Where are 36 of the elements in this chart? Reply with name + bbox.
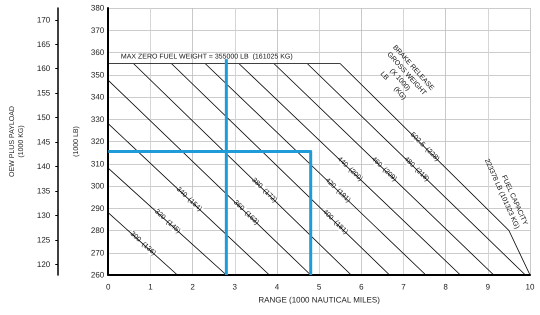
y-tick-label: 260 (90, 270, 105, 280)
x-tick-label: 0 (106, 282, 112, 292)
y-tick-label: 270 (90, 248, 105, 258)
y-tick-label: 320 (90, 137, 105, 146)
y2-tick-label: 145 (36, 138, 51, 147)
x-tick-label: 9 (486, 282, 491, 292)
y2-tick-label: 150 (36, 113, 51, 122)
y-tick-label: 370 (90, 26, 105, 35)
y2-tick-label: 120 (36, 260, 51, 270)
y2-tick-label: 135 (36, 186, 51, 196)
x-tick-label: 6 (359, 282, 364, 292)
x-tick-label: 7 (401, 282, 406, 292)
y2-tick-label: 130 (36, 211, 51, 220)
x-tick-label: 8 (443, 282, 448, 292)
y-tick-label: 310 (90, 159, 105, 168)
y-tick-label: 340 (90, 92, 105, 102)
x-tick-label: 10 (526, 282, 535, 292)
x-axis-title: RANGE (1000 NAUTICAL MILES) (258, 295, 380, 304)
y2-tick-label: 140 (36, 162, 51, 172)
y-tick-label: 330 (90, 114, 105, 124)
x-tick-label: 1 (148, 282, 154, 292)
x-tick-label: 2 (190, 282, 196, 292)
y2-tick-label: 165 (36, 40, 51, 49)
y2-tick-label: 155 (36, 88, 51, 98)
y2-tick-label: 160 (36, 64, 51, 74)
x-tick-label: 5 (316, 282, 322, 292)
y-tick-label: 360 (90, 48, 105, 57)
y-tick-label: 290 (90, 204, 105, 213)
y2-tick-label: 170 (36, 15, 51, 24)
y-tick-label: 380 (90, 4, 105, 12)
y-tick-label: 280 (90, 226, 105, 235)
x-tick-label: 4 (274, 282, 280, 292)
y2-tick-label: 125 (36, 236, 51, 245)
y-tick-label: 350 (90, 70, 105, 80)
x-tick-label: 3 (232, 282, 238, 292)
y-tick-label: 300 (90, 182, 105, 190)
